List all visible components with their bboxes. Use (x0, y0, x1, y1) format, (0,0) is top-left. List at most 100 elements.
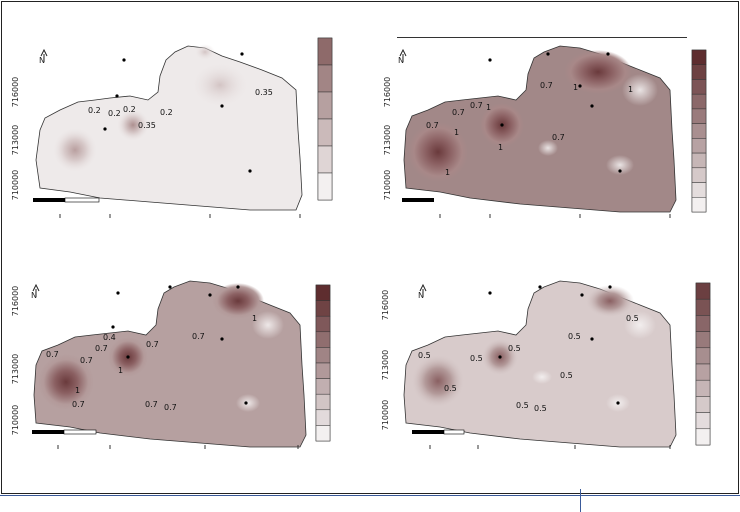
legend-bin (691, 152, 707, 169)
legend-bin (317, 172, 333, 201)
station-point (606, 52, 610, 56)
contour-label: 1 (498, 143, 503, 152)
contour-label: 0.7 (552, 133, 565, 142)
contour-label: 0.7 (46, 350, 59, 359)
contour-label: 0.7 (426, 121, 439, 130)
legend-bins (691, 49, 707, 213)
legend-bin (695, 363, 711, 381)
contour-label: 0.5 (470, 354, 483, 363)
station-point (580, 293, 584, 297)
contour-label: 0.5 (508, 344, 521, 353)
legend-bin (691, 64, 707, 80)
station-point (103, 127, 107, 131)
legend-bin (691, 93, 707, 110)
contour-label: 0.5 (444, 384, 457, 393)
svg-text:N: N (39, 56, 45, 65)
northing-tick: 716000 (11, 77, 20, 108)
contour-label: 1 (573, 83, 578, 92)
map-panel-c-svg: N 716000 713000 710000 0.7 0.4 0.7 1 0.7… (11, 280, 331, 449)
svg-text:N: N (31, 291, 37, 300)
legend-bin (315, 362, 331, 379)
station-point (578, 84, 582, 88)
map-panel-b-svg: N 716000 713000 710000 0.7 1 1 0.7 0.7 1… (383, 45, 707, 218)
legend-bin (695, 315, 711, 332)
station-point (208, 293, 212, 297)
contour-label: 1 (445, 168, 450, 177)
contour-label: 1 (75, 386, 80, 395)
station-point (220, 337, 224, 341)
legend-bin (695, 379, 711, 397)
legend-bin (315, 409, 331, 426)
station-point (608, 285, 612, 289)
contour-label: 0.7 (192, 332, 205, 341)
contour-label: 0.7 (146, 340, 159, 349)
station-point (618, 169, 622, 173)
legend-bin (691, 167, 707, 183)
legend-d (695, 282, 711, 446)
north-arrow: N (31, 283, 40, 300)
scale-bar (402, 198, 434, 202)
northing-tick: 713000 (11, 354, 20, 385)
svg-text:N: N (398, 56, 404, 65)
station-point (488, 58, 492, 62)
station-point (236, 285, 240, 289)
northing-tick: 716000 (383, 77, 392, 108)
northing-tick: 713000 (381, 350, 390, 381)
map-a-region (35, 45, 303, 211)
legend-bin (695, 282, 711, 300)
north-arrow: N (398, 48, 407, 65)
contour-label: 1 (454, 128, 459, 137)
legend-bin (691, 182, 707, 198)
contour-label: 1 (118, 366, 123, 375)
contour-label: 1 (252, 314, 257, 323)
contour-label: 1 (486, 103, 491, 112)
contour-label: 0.7 (164, 403, 177, 412)
station-point (498, 355, 502, 359)
station-point (111, 325, 115, 329)
contour-label: 0.5 (516, 401, 529, 410)
northing-tick: 713000 (383, 125, 392, 156)
scale-bar (443, 429, 465, 435)
station-point (122, 58, 126, 62)
station-point (116, 291, 120, 295)
station-point (220, 104, 224, 108)
station-point (115, 94, 119, 98)
legend-bin (691, 79, 707, 95)
legend-bin (691, 123, 707, 139)
contour-label: 0.5 (534, 404, 547, 413)
contour-label: 0.2 (88, 106, 101, 115)
station-point (590, 337, 594, 341)
legend-bin (315, 300, 331, 317)
station-point (248, 169, 252, 173)
legend-bin (695, 347, 711, 365)
legend-bin (317, 145, 333, 174)
northing-tick: 710000 (383, 170, 392, 201)
legend-bin (315, 331, 331, 348)
legend-bin (317, 64, 333, 93)
map-panel-d-svg: N 716000 713000 710000 0.5 0.5 0.5 0.5 0… (381, 280, 711, 449)
northing-tick: 710000 (11, 405, 20, 436)
footer-tick (580, 489, 581, 512)
scale-bar (412, 430, 444, 434)
legend-bin (691, 108, 707, 124)
legend-bin (695, 412, 711, 430)
contour-label: 0.4 (103, 333, 116, 342)
scale-bar (32, 430, 64, 434)
contour-label: 0.7 (145, 400, 158, 409)
legend-bin (691, 49, 707, 65)
station-point (538, 285, 542, 289)
contour-label: 0.7 (95, 344, 108, 353)
contour-label: 0.35 (255, 88, 273, 97)
contour-label: 0.7 (540, 81, 553, 90)
legend-bin (315, 347, 331, 364)
legend-bins (695, 282, 711, 446)
legend-bin (317, 91, 333, 120)
panel-b-top-rule (397, 37, 687, 38)
legend-bins (315, 284, 331, 442)
legend-bin (695, 298, 711, 316)
northing-tick: 710000 (381, 400, 390, 431)
contour-label: 0.7 (72, 400, 85, 409)
map-panel-d: N 716000 713000 710000 0.5 0.5 0.5 0.5 0… (370, 265, 740, 465)
contour-label: 0.35 (138, 121, 156, 130)
legend-bins (317, 37, 333, 201)
